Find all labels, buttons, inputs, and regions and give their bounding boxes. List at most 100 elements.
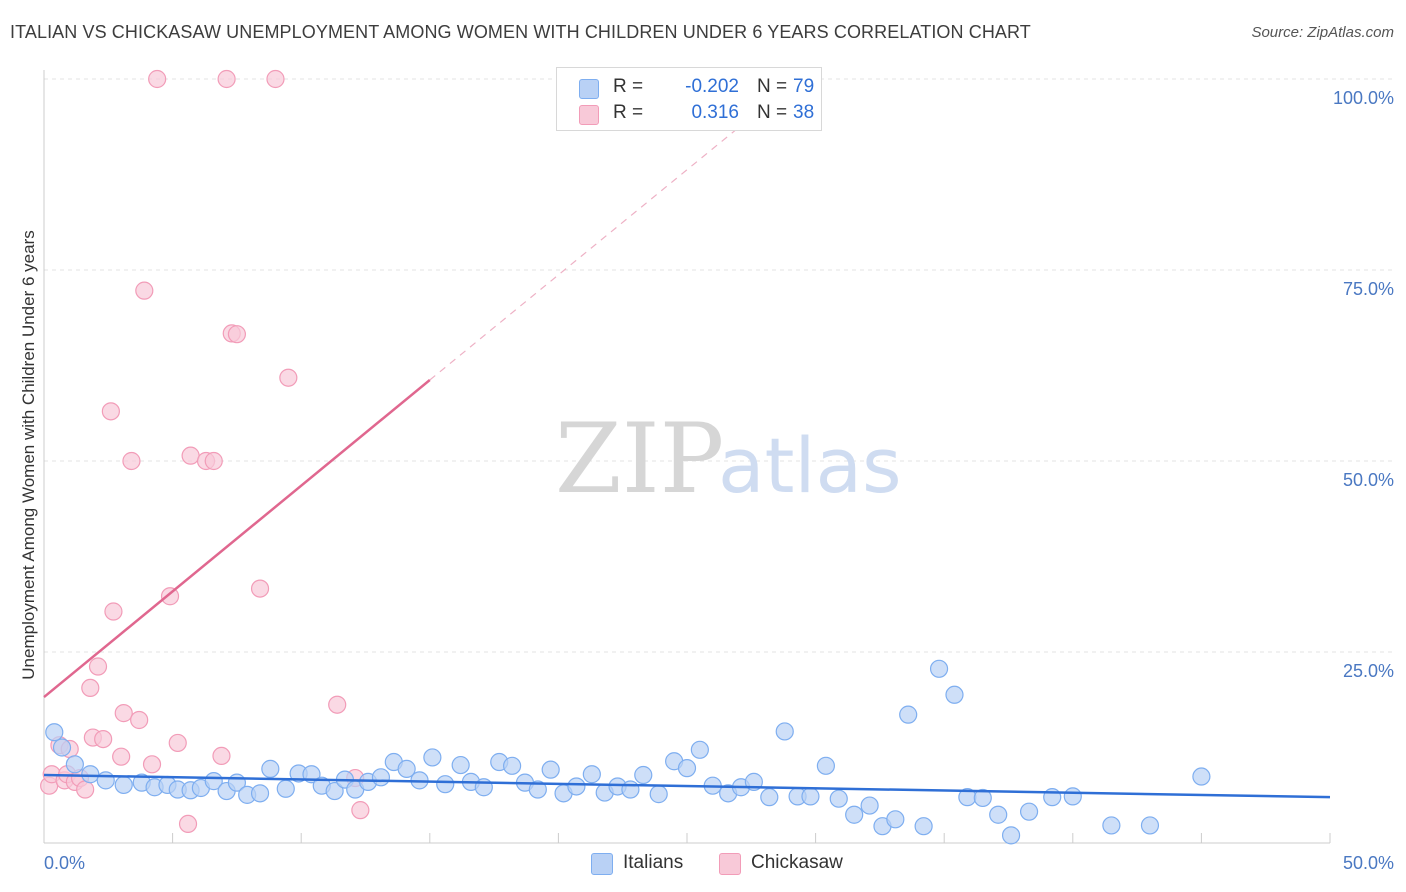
gridlines bbox=[44, 78, 1394, 653]
italians-point bbox=[371, 768, 391, 787]
italians-point bbox=[567, 777, 586, 796]
chickasaw-point bbox=[178, 814, 198, 834]
n-label: N = bbox=[757, 102, 788, 123]
chickasaw-point bbox=[217, 69, 236, 89]
italians-point bbox=[1063, 787, 1082, 806]
chickasaw-point bbox=[328, 695, 347, 714]
n-value: 38 bbox=[793, 102, 815, 123]
italians-point bbox=[634, 765, 653, 785]
chickasaw-point bbox=[160, 587, 180, 606]
italians-point bbox=[397, 759, 416, 778]
italians-point bbox=[1140, 816, 1160, 835]
y-axis-label: Unemployment Among Women with Children U… bbox=[19, 230, 38, 679]
italians-point bbox=[1019, 802, 1039, 821]
chickasaw-point bbox=[204, 451, 223, 471]
italians-point bbox=[325, 781, 344, 801]
italians-point bbox=[96, 771, 115, 790]
chickasaw-point bbox=[279, 368, 298, 387]
chickasaw-point bbox=[101, 402, 120, 421]
italians-point bbox=[261, 759, 280, 778]
chart-title: ITALIAN VS CHICKASAW UNEMPLOYMENT AMONG … bbox=[10, 22, 1031, 42]
chickasaw-point bbox=[104, 602, 123, 621]
italians-point bbox=[845, 805, 864, 824]
chickasaw-point bbox=[142, 755, 162, 774]
y-tick-label: 50.0% bbox=[1343, 470, 1394, 490]
r-value: -0.202 bbox=[685, 76, 739, 97]
italians-point bbox=[899, 705, 918, 724]
legend-label-italians: Italians bbox=[623, 852, 684, 873]
italians-point bbox=[503, 756, 522, 775]
n-value: 79 bbox=[793, 76, 815, 97]
n-label: N = bbox=[757, 76, 788, 97]
chickasaw-trend-extension bbox=[429, 116, 752, 381]
italians-point bbox=[914, 817, 933, 836]
source-label: Source: ZipAtlas.com bbox=[1251, 24, 1394, 41]
chickasaw-trend-line bbox=[43, 379, 431, 699]
chickasaw-point bbox=[266, 69, 285, 89]
trend-lines bbox=[43, 116, 1331, 799]
italians-point bbox=[973, 788, 992, 808]
watermark-atlas: atlas bbox=[718, 421, 902, 510]
italians-point bbox=[81, 765, 100, 784]
chickasaw-points bbox=[40, 69, 370, 834]
chickasaw-swatch bbox=[579, 105, 599, 125]
chickasaw-point bbox=[227, 325, 246, 344]
r-label: R = bbox=[613, 102, 644, 123]
watermark-zip: ZIP bbox=[555, 403, 724, 515]
chickasaw-point bbox=[351, 801, 370, 820]
italians-point bbox=[886, 810, 905, 829]
italians-trend-line bbox=[43, 773, 1331, 799]
y-tick-labels: 25.0% 50.0% 75.0% 100.0% bbox=[1333, 88, 1394, 681]
r-value: 0.316 bbox=[691, 102, 739, 123]
chickasaw-point bbox=[250, 579, 270, 598]
italians-point bbox=[528, 780, 547, 799]
chickasaw-point bbox=[114, 704, 133, 723]
r-label: R = bbox=[613, 76, 644, 97]
italians-point bbox=[423, 748, 442, 767]
italians-point bbox=[649, 785, 668, 804]
stats-legend: R = -0.202 N = 79 R = 0.316 N = 38 bbox=[556, 67, 822, 131]
italians-point bbox=[860, 796, 879, 815]
italians-point bbox=[989, 805, 1008, 824]
italians-point bbox=[677, 759, 697, 778]
chickasaw-point bbox=[130, 710, 149, 730]
italians-swatch bbox=[579, 79, 599, 99]
italians-point bbox=[690, 740, 709, 759]
chickasaw-point bbox=[181, 446, 200, 465]
chickasaw-point bbox=[76, 780, 95, 799]
x-tick-label-max: 50.0% bbox=[1343, 853, 1394, 873]
italians-point bbox=[250, 784, 270, 803]
series-legend: Italians Chickasaw bbox=[0, 852, 1406, 878]
italians-point bbox=[436, 775, 455, 794]
italians-point bbox=[582, 765, 601, 784]
italians-point bbox=[1192, 767, 1211, 786]
italians-point bbox=[45, 723, 64, 742]
y-tick-label: 100.0% bbox=[1333, 88, 1394, 108]
italians-legend-swatch bbox=[591, 853, 613, 875]
legend-label-chickasaw: Chickasaw bbox=[751, 852, 843, 873]
italians-point bbox=[760, 788, 779, 807]
italians-point bbox=[541, 760, 560, 779]
y-tick-label: 75.0% bbox=[1343, 279, 1394, 299]
chickasaw-point bbox=[148, 69, 167, 89]
italians-point bbox=[451, 755, 470, 775]
chickasaw-point bbox=[94, 729, 113, 749]
italians-point bbox=[929, 659, 949, 678]
chickasaw-point bbox=[168, 733, 187, 753]
italians-point bbox=[816, 756, 835, 775]
chickasaw-point bbox=[122, 451, 141, 471]
chickasaw-point bbox=[135, 281, 154, 300]
x-tick-marks bbox=[43, 833, 1331, 843]
chickasaw-point bbox=[81, 678, 100, 698]
y-tick-label: 25.0% bbox=[1343, 661, 1394, 681]
italians-point bbox=[775, 722, 794, 741]
italians-point bbox=[945, 685, 964, 704]
italians-point bbox=[1001, 826, 1021, 845]
watermark: ZIP atlas bbox=[555, 403, 902, 515]
italians-point bbox=[114, 775, 133, 795]
italians-point bbox=[801, 787, 820, 806]
italians-point bbox=[276, 779, 295, 798]
chickasaw-legend-swatch bbox=[719, 853, 741, 875]
italians-point bbox=[829, 789, 848, 808]
chickasaw-point bbox=[212, 746, 231, 766]
